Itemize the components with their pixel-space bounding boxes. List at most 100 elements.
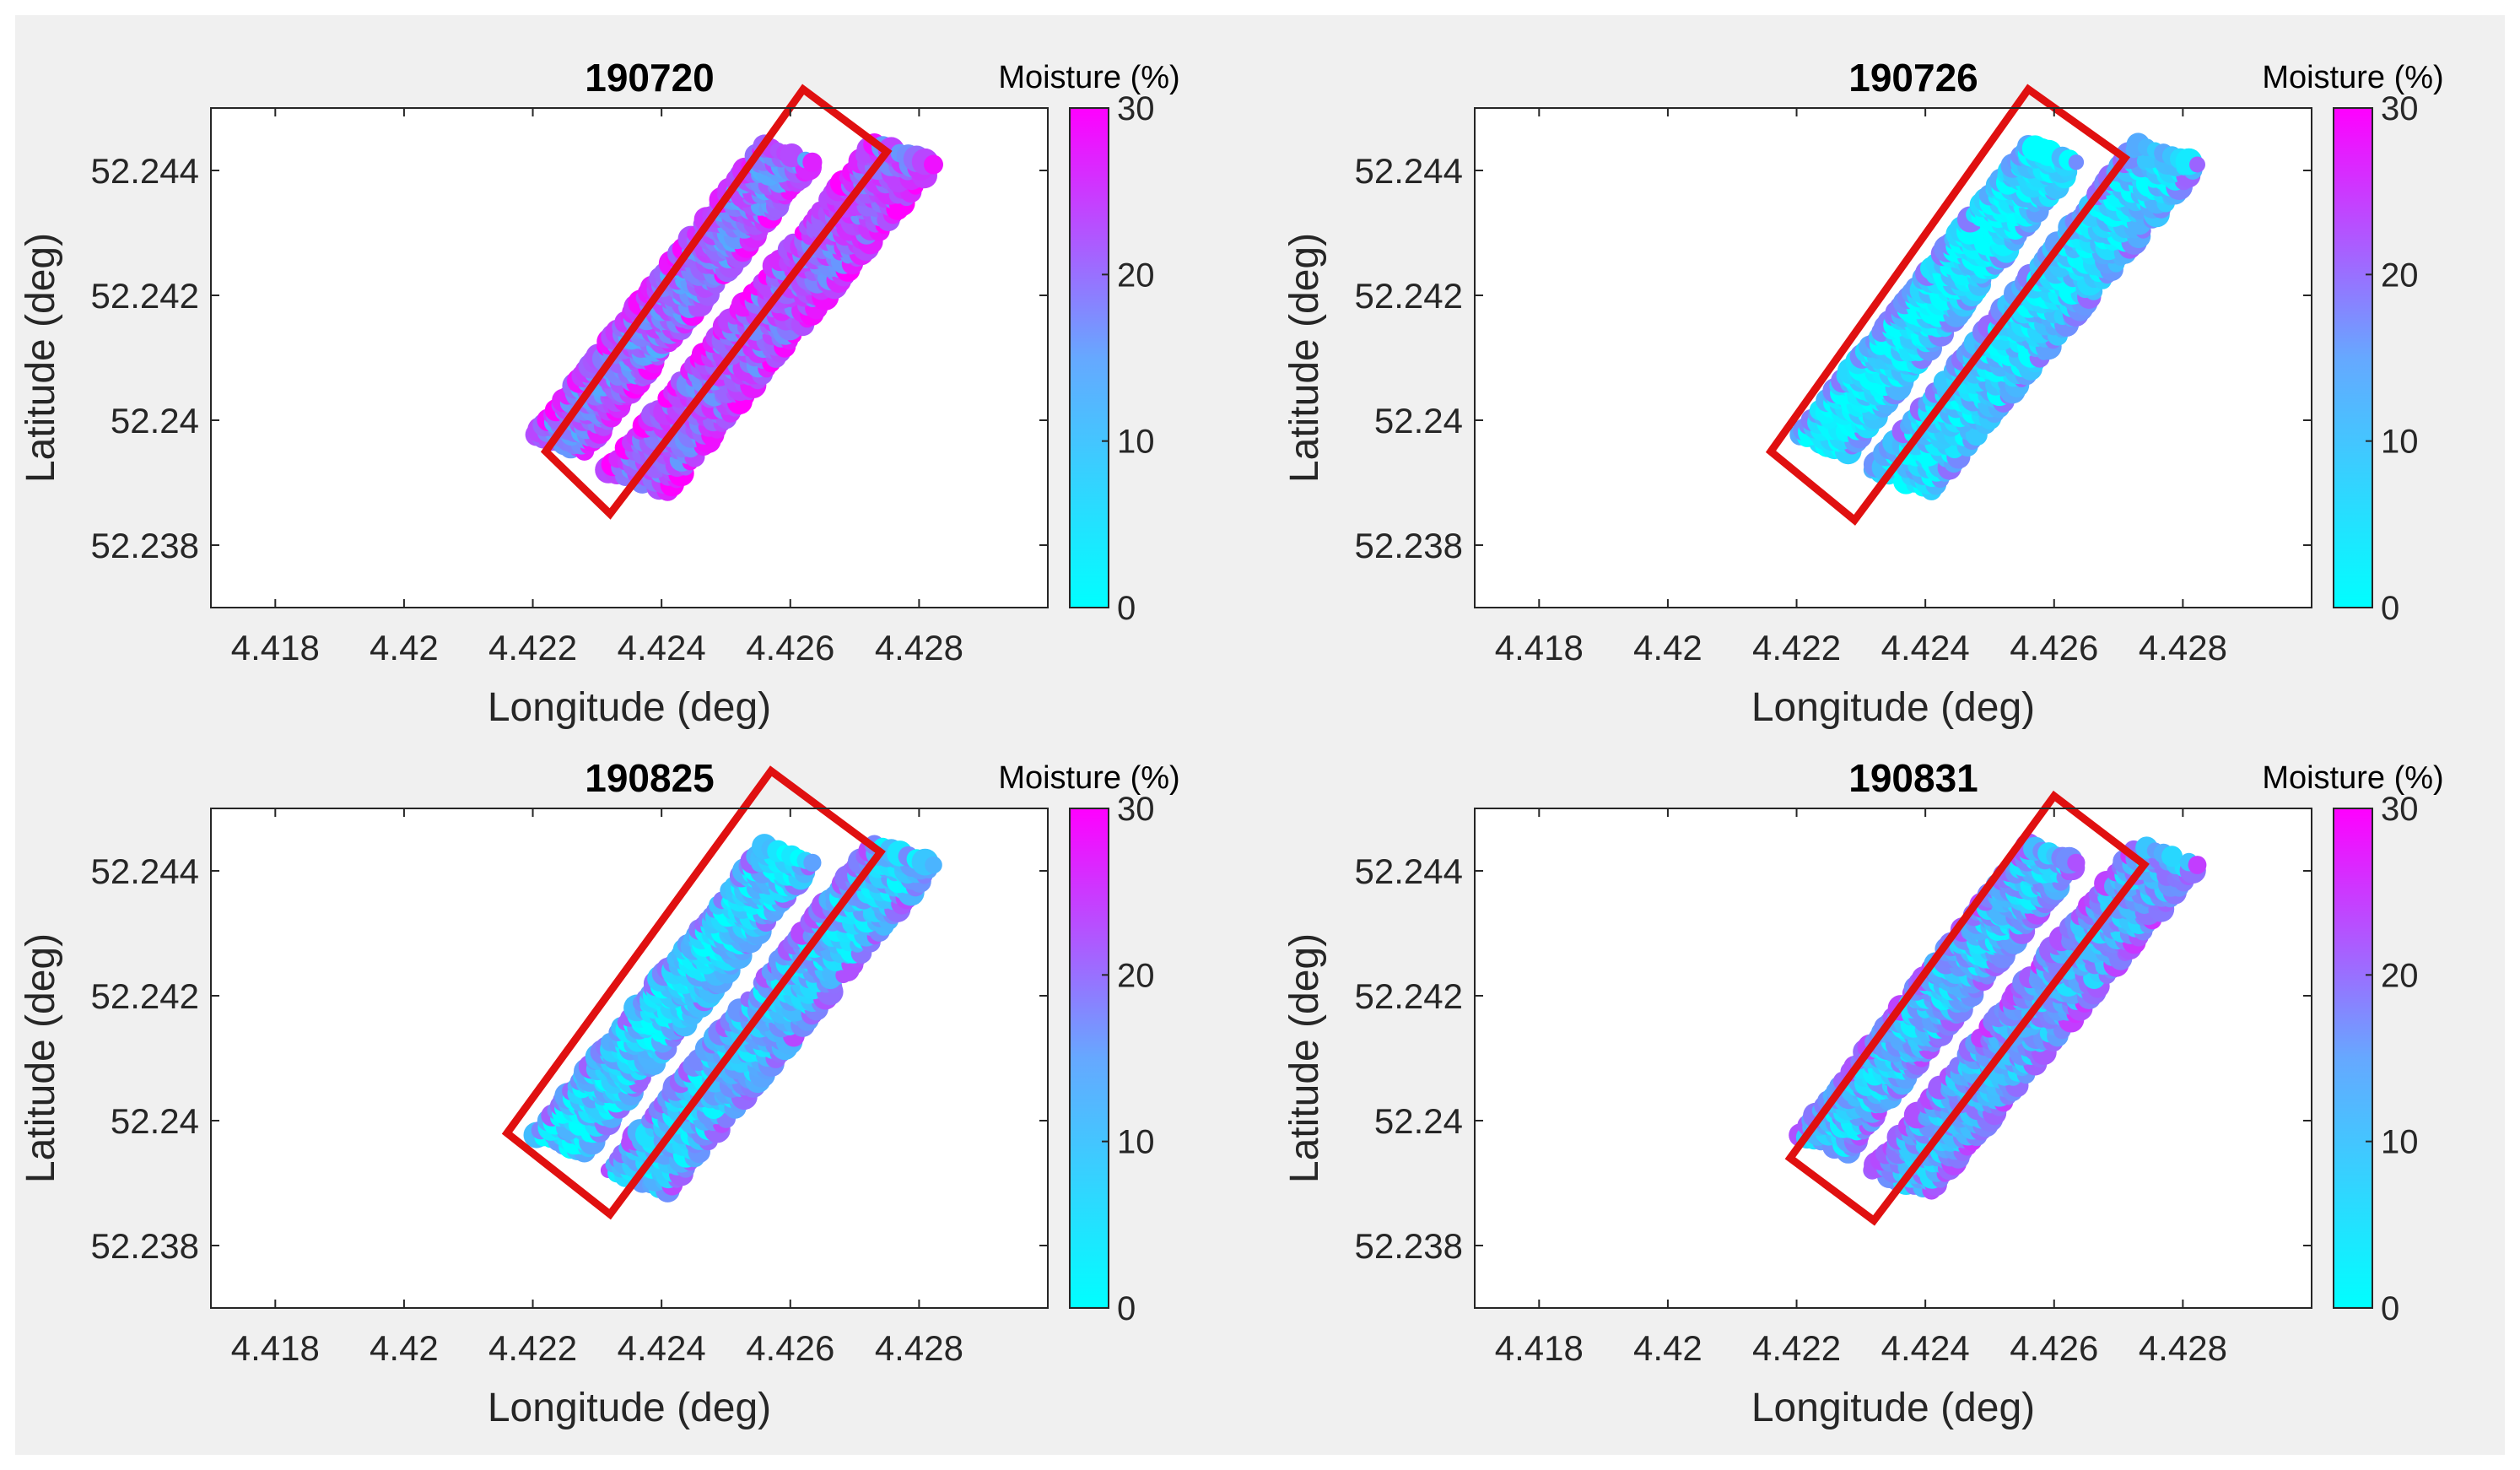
x-axis-label: Longitude (deg) (488, 685, 771, 730)
axes-frame (210, 808, 1049, 1309)
y-axis-label: Latitude (deg) (1282, 233, 1327, 483)
x-tick-label: 4.422 (488, 1328, 577, 1368)
x-tick-label: 4.426 (746, 1328, 834, 1368)
axes-frame (210, 107, 1049, 608)
colorbar-label: Moisture (%) (2262, 60, 2443, 95)
colorbar-tick-label: 0 (1117, 590, 1136, 627)
y-tick-label: 52.242 (91, 976, 199, 1016)
chart-title: 190831 (1848, 756, 1978, 800)
x-tick-label: 4.428 (2139, 628, 2227, 667)
y-axis-label: Latitude (deg) (19, 933, 63, 1183)
x-tick-label: 4.422 (1752, 1328, 1841, 1368)
axes-frame (1474, 107, 2312, 608)
x-tick-label: 4.418 (1495, 1328, 1584, 1368)
x-tick-label: 4.424 (1881, 1328, 1970, 1368)
x-tick-label: 4.422 (1752, 628, 1841, 667)
colorbar-tick-label: 0 (1117, 1290, 1136, 1327)
y-tick-label: 52.24 (1374, 401, 1463, 440)
panel-190825: 4.418 4.42 4.422 4.424 4.426 4.428 52.244 52.24… (19, 756, 1180, 1430)
y-tick-label: 52.242 (1355, 976, 1463, 1016)
moisture-cell (2068, 154, 2085, 170)
colorbar-tick-label: 10 (2381, 1124, 2419, 1161)
y-tick-label: 52.238 (91, 1226, 199, 1266)
y-tick-label: 52.24 (111, 1101, 199, 1141)
colorbar-tick-label: 10 (1117, 424, 1155, 461)
y-tick-label: 52.242 (1355, 276, 1463, 316)
panel-190726: 4.418 4.42 4.422 4.424 4.426 4.428 52.244 52.24… (1282, 56, 2444, 730)
x-tick-label: 4.418 (231, 1328, 320, 1368)
x-tick-label: 4.42 (370, 1328, 439, 1368)
x-tick-label: 4.424 (618, 1328, 706, 1368)
moisture-cell (2188, 856, 2207, 874)
moisture-field (1789, 132, 2205, 500)
colorbar-tick-label: 30 (2381, 90, 2419, 127)
x-tick-label: 4.42 (1633, 628, 1702, 667)
highlight-box (1765, 84, 2131, 526)
chart-title: 190726 (1848, 56, 1978, 100)
x-tick-label: 4.426 (2010, 1328, 2098, 1368)
y-axis-label: Latitude (deg) (19, 233, 63, 483)
x-tick-label: 4.426 (746, 628, 834, 667)
axes-frame (1474, 808, 2312, 1309)
y-tick-label: 52.238 (1355, 526, 1463, 565)
moisture-cell (925, 856, 942, 874)
moisture-field (1789, 833, 2207, 1200)
y-tick-label: 52.24 (1374, 1101, 1463, 1141)
highlight-box (501, 765, 886, 1220)
y-tick-label: 52.238 (91, 526, 199, 565)
colorbar-tick-label: 20 (1117, 957, 1155, 994)
colorbar-tick-label: 20 (2381, 957, 2419, 994)
colorbar-tick-label: 30 (2381, 791, 2419, 828)
y-tick-label: 52.242 (91, 276, 199, 316)
chart-title: 190825 (585, 756, 715, 800)
colorbar-tick-label: 10 (2381, 424, 2419, 461)
y-tick-label: 52.244 (91, 151, 199, 191)
x-axis-label: Longitude (deg) (1751, 685, 2035, 730)
colorbar-tick-label: 30 (1117, 791, 1155, 828)
moisture-cell (924, 154, 943, 175)
colorbar-label: Moisture (%) (998, 760, 1179, 796)
y-axis-label: Latitude (deg) (1282, 933, 1327, 1183)
colorbar-tick-label: 0 (2381, 590, 2399, 627)
moisture-field (523, 834, 942, 1202)
x-tick-label: 4.426 (2010, 628, 2098, 667)
x-tick-label: 4.424 (618, 628, 706, 667)
x-axis-label: Longitude (deg) (488, 1386, 771, 1430)
x-tick-label: 4.42 (1633, 1328, 1702, 1368)
highlight-box (540, 84, 893, 520)
x-tick-label: 4.424 (1881, 628, 1970, 667)
x-tick-label: 4.42 (370, 628, 439, 667)
y-tick-label: 52.238 (1355, 1226, 1463, 1266)
chart-title: 190720 (585, 56, 715, 100)
colorbar (2333, 808, 2373, 1309)
colorbar-tick-label: 10 (1117, 1124, 1155, 1161)
moisture-cell (2161, 846, 2183, 867)
y-tick-label: 52.244 (91, 851, 199, 891)
y-tick-label: 52.244 (1355, 851, 1463, 891)
y-tick-label: 52.244 (1355, 151, 1463, 191)
moisture-cell (2189, 156, 2205, 173)
x-tick-label: 4.428 (875, 628, 963, 667)
colorbar-tick-label: 20 (2381, 257, 2419, 294)
x-tick-label: 4.418 (1495, 628, 1584, 667)
panel-190831: 4.418 4.42 4.422 4.424 4.426 4.428 52.244 52.24… (1282, 756, 2444, 1430)
x-tick-label: 4.428 (875, 1328, 963, 1368)
highlight-box (1784, 790, 2150, 1226)
x-axis-label: Longitude (deg) (1751, 1386, 2035, 1430)
colorbar-tick-label: 0 (2381, 1290, 2399, 1327)
colorbar-tick-label: 20 (1117, 257, 1155, 294)
moisture-cell (803, 853, 822, 872)
colorbar (1069, 107, 1109, 608)
moisture-cell (2067, 853, 2086, 872)
colorbar (1069, 808, 1109, 1309)
y-tick-label: 52.24 (111, 401, 199, 440)
x-tick-label: 4.422 (488, 628, 577, 667)
colorbar (2333, 107, 2373, 608)
x-tick-label: 4.418 (231, 628, 320, 667)
panel-190720: 4.418 4.42 4.422 4.424 4.426 4.428 52.244 52.24… (19, 56, 1180, 730)
colorbar-label: Moisture (%) (2262, 760, 2443, 796)
moisture-cell (802, 152, 823, 172)
colorbar-label: Moisture (%) (998, 60, 1179, 95)
colorbar-tick-label: 30 (1117, 90, 1155, 127)
